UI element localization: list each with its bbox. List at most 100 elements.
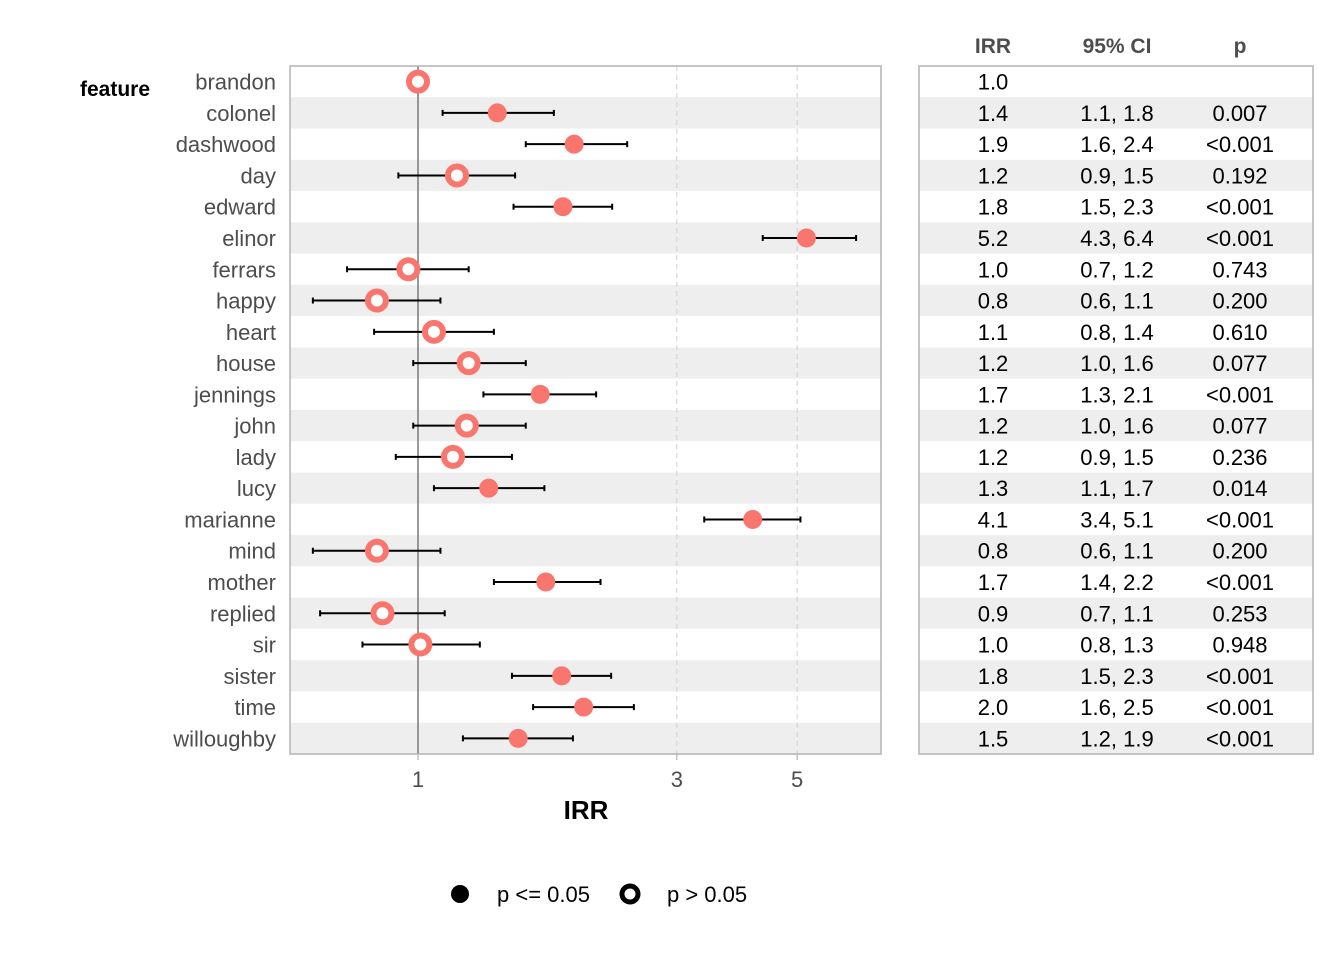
table-row-band <box>919 535 1313 567</box>
point-replied <box>370 601 395 626</box>
table-row-band <box>919 722 1313 754</box>
table-row-band <box>919 597 1313 629</box>
table-header: p <box>1234 35 1247 58</box>
point-jennings <box>530 384 550 404</box>
legend-label-significant: p <= 0.05 <box>497 882 590 907</box>
table-cell-irr: 1.0 <box>978 257 1009 282</box>
point-lucy <box>479 478 499 498</box>
point-house <box>456 351 481 376</box>
table-cell-p: 0.743 <box>1212 257 1267 282</box>
point-dashwood <box>564 134 584 154</box>
table-row-band <box>919 566 1313 598</box>
table-row-bands <box>919 66 1313 754</box>
table-cell-p: 0.192 <box>1212 163 1267 188</box>
table-cell-irr: 5.2 <box>978 226 1009 251</box>
table-cell-p: 0.007 <box>1212 101 1267 126</box>
table-cell-p: <0.001 <box>1206 695 1274 720</box>
point-john <box>454 413 479 438</box>
table-row-band <box>919 441 1313 473</box>
point-edward <box>553 197 573 217</box>
feature-label: willoughby <box>172 726 276 751</box>
feature-label: marianne <box>184 507 276 532</box>
table-row-band <box>919 66 1313 98</box>
point-willoughby <box>508 728 528 748</box>
table-cell-ci: 1.6, 2.5 <box>1080 695 1153 720</box>
point-heart <box>421 319 446 344</box>
table-row-band <box>919 347 1313 379</box>
point-elinor <box>796 228 816 248</box>
table-row-band <box>919 159 1313 192</box>
table-cell-irr: 1.7 <box>978 382 1009 407</box>
point-sister <box>552 666 572 686</box>
table-cell-ci: 3.4, 5.1 <box>1080 507 1153 532</box>
table-cell-irr: 2.0 <box>978 695 1009 720</box>
feature-label: happy <box>216 289 276 314</box>
table-cell-ci: 1.0, 1.6 <box>1080 351 1153 376</box>
table-cell-irr: 0.9 <box>978 601 1009 626</box>
table-row-band <box>919 316 1313 348</box>
table-headers: IRR 95% CI p <box>975 35 1247 58</box>
table-panel-border <box>918 65 1314 755</box>
facet-label: feature <box>80 78 150 101</box>
table-row-band <box>919 97 1313 129</box>
feature-label: sister <box>223 664 276 689</box>
table-cell-p: 0.236 <box>1212 445 1267 470</box>
x-axis-ticks: 1 3 5 <box>412 754 803 792</box>
table-cell-p: 0.200 <box>1212 289 1267 314</box>
table-row-band <box>919 660 1313 692</box>
table-row-band <box>919 222 1313 254</box>
table-cell-irr: 1.8 <box>978 664 1009 689</box>
feature-label: mind <box>228 539 276 564</box>
table-cell-p: <0.001 <box>1206 195 1274 220</box>
x-axis-title: IRR <box>564 795 609 825</box>
table-cell-p: <0.001 <box>1206 664 1274 689</box>
table-row-band <box>919 691 1313 723</box>
feature-label: elinor <box>222 226 276 251</box>
plot-row-band <box>290 66 881 98</box>
point-sir <box>408 632 433 657</box>
feature-labels: brandon colonel dashwood day edward elinor fer… <box>172 70 276 752</box>
table-cell-ci: 1.0, 1.6 <box>1080 414 1153 439</box>
table-cell-p: 0.200 <box>1212 539 1267 564</box>
table-cell-ci: 1.1, 1.7 <box>1080 476 1153 501</box>
feature-label: house <box>216 351 276 376</box>
table-row-band <box>919 472 1313 504</box>
table-cell-p: 0.077 <box>1212 414 1267 439</box>
table-cells: 1.0 1.4 1.1, 1.8 0.007 1.9 1.6, 2.4 <0.001 1.2 0… <box>978 70 1274 752</box>
table-row-band <box>919 128 1313 160</box>
table-cell-ci: 1.2, 1.9 <box>1080 726 1153 751</box>
plot-row-band <box>290 97 881 129</box>
table-cell-irr: 1.7 <box>978 570 1009 595</box>
table-cell-ci: 0.9, 1.5 <box>1080 163 1153 188</box>
point-happy <box>364 288 389 313</box>
table-cell-irr: 1.0 <box>978 70 1009 95</box>
table-row-band <box>919 378 1313 410</box>
point-time <box>574 697 594 717</box>
table-cell-irr: 0.8 <box>978 539 1009 564</box>
feature-label: jennings <box>193 382 276 407</box>
table-cell-irr: 4.1 <box>978 507 1009 532</box>
feature-label: edward <box>204 195 276 220</box>
table-cell-ci: 0.8, 1.4 <box>1080 320 1153 345</box>
table-cell-ci: 0.8, 1.3 <box>1080 633 1153 658</box>
table-header: 95% CI <box>1083 35 1152 58</box>
plot-row-band <box>290 472 881 504</box>
point-marianne <box>743 509 763 529</box>
table-cell-ci: 1.6, 2.4 <box>1080 132 1153 157</box>
table-cell-ci: 0.9, 1.5 <box>1080 445 1153 470</box>
feature-label: dashwood <box>176 132 276 157</box>
table-cell-irr: 1.2 <box>978 445 1009 470</box>
feature-label: lucy <box>237 476 276 501</box>
legend-open-circle-icon <box>619 883 641 905</box>
estimate-points <box>364 69 816 748</box>
table-cell-p: <0.001 <box>1206 570 1274 595</box>
legend: p <= 0.05 p > 0.05 <box>451 882 747 907</box>
plot-row-band <box>290 722 881 754</box>
table-cell-p: 0.253 <box>1212 601 1267 626</box>
feature-label: sir <box>253 633 276 658</box>
point-day <box>444 163 469 188</box>
feature-label: john <box>233 414 276 439</box>
legend-filled-circle-icon <box>451 885 469 903</box>
feature-label: colonel <box>206 101 276 126</box>
